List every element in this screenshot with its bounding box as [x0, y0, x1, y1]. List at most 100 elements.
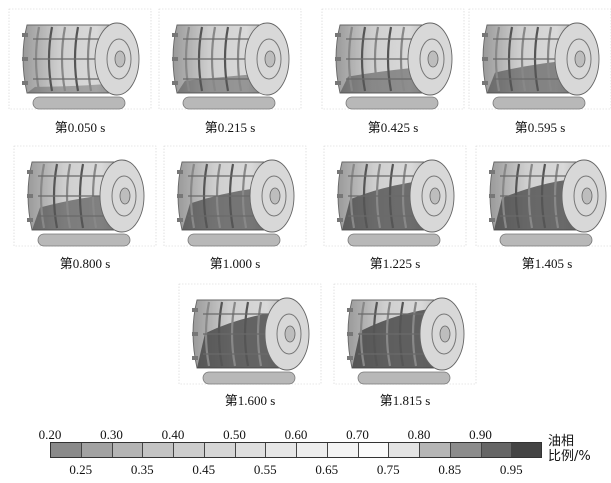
colorbar-title-line1: 油相	[548, 434, 575, 449]
side-notch	[27, 170, 33, 174]
side-notch	[172, 57, 178, 61]
side-notch	[27, 194, 33, 198]
time-label: 第0.595 s	[514, 120, 566, 135]
side-notch	[337, 218, 343, 222]
cylinder-base	[499, 233, 593, 247]
colorbar-segment	[265, 442, 296, 458]
colorbar-segment	[511, 442, 542, 458]
oil-cylinder-render	[178, 283, 322, 385]
colorbar-tick-top: 0.40	[161, 427, 185, 442]
colorbar-tick-top: 0.60	[284, 427, 308, 442]
end-cap-ring	[111, 175, 137, 217]
side-notch	[172, 81, 178, 85]
time-label: 第0.050 s	[54, 120, 106, 135]
time-label: 第0.215 s	[204, 120, 256, 135]
snapshot-panel: 第0.595 s	[465, 5, 611, 135]
colorbar-segment	[50, 442, 81, 458]
snapshot-panel: 第1.815 s	[330, 280, 480, 410]
end-cap-hub	[439, 325, 451, 343]
side-notch	[489, 194, 495, 198]
side-notch	[337, 194, 343, 198]
side-notch	[489, 170, 495, 174]
oil-cylinder-render	[13, 145, 157, 247]
end-cap-ring	[106, 38, 132, 80]
colorbar-title: 油相 比例/%	[548, 434, 591, 464]
oil-cylinder-render	[468, 8, 611, 110]
colorbar-tick-top: 0.70	[346, 427, 369, 442]
colorbar-tick-top: 0.80	[407, 427, 431, 442]
snapshot-panel: 第0.425 s	[318, 5, 468, 135]
snapshot-panel: 第1.600 s	[175, 280, 325, 410]
side-notch	[489, 218, 495, 222]
side-notch	[22, 81, 28, 85]
side-notch	[347, 308, 353, 312]
colorbar-segment	[449, 442, 481, 458]
snapshot-panel: 第1.225 s	[320, 142, 470, 272]
cylinder-base	[202, 371, 296, 385]
cylinder-base	[187, 233, 281, 247]
oil-cylinder-render	[323, 145, 467, 247]
snapshot-panel: 第0.215 s	[155, 5, 305, 135]
side-notch	[172, 33, 178, 37]
colorbar-segment	[296, 442, 327, 458]
end-cap-hub	[114, 50, 126, 68]
snapshot-panel: 第1.405 s	[472, 142, 611, 272]
cylinder-base	[345, 96, 439, 110]
end-cap-hub	[284, 325, 296, 343]
colorbar-segment	[142, 442, 173, 458]
colorbar-tick-top: 0.90	[469, 427, 492, 442]
side-notch	[347, 356, 353, 360]
side-notch	[482, 81, 488, 85]
colorbar	[50, 442, 542, 458]
colorbar-segment	[173, 442, 204, 458]
side-notch	[347, 332, 353, 336]
oil-cylinder-render	[158, 8, 302, 110]
colorbar-tick-top: 0.50	[223, 427, 246, 442]
colorbar-tick-bottom: 0.55	[253, 462, 277, 477]
cylinder-base	[357, 371, 451, 385]
colorbar-segment	[357, 442, 389, 458]
oil-cylinder-render	[8, 8, 152, 110]
end-cap-hub	[581, 187, 593, 205]
time-label: 第1.600 s	[224, 393, 276, 408]
colorbar-segment	[203, 442, 235, 458]
end-cap-ring	[421, 175, 447, 217]
side-notch	[335, 81, 341, 85]
colorbar-tick-bottom: 0.85	[438, 462, 462, 477]
colorbar-tick-bottom: 0.35	[130, 462, 154, 477]
colorbar-segment	[80, 442, 112, 458]
time-label: 第1.815 s	[379, 393, 431, 408]
colorbar-title-line2: 比例/%	[548, 449, 591, 464]
colorbar-tick-bottom: 0.45	[192, 462, 216, 477]
colorbar-tick-bottom: 0.25	[69, 462, 93, 477]
side-notch	[192, 308, 198, 312]
side-notch	[22, 33, 28, 37]
end-cap-ring	[276, 313, 302, 355]
snapshot-panel: 第1.000 s	[160, 142, 310, 272]
side-notch	[192, 356, 198, 360]
cylinder-base	[492, 96, 586, 110]
colorbar-segment	[419, 442, 450, 458]
time-label: 第0.800 s	[59, 256, 111, 271]
snapshot-panel: 第0.800 s	[10, 142, 160, 272]
time-label: 第1.405 s	[521, 256, 573, 271]
side-notch	[482, 57, 488, 61]
colorbar-segment	[234, 442, 266, 458]
end-cap-ring	[566, 38, 592, 80]
side-notch	[177, 218, 183, 222]
end-cap-hub	[429, 187, 441, 205]
colorbar-tick-top: 0.20	[38, 427, 62, 442]
end-cap-hub	[119, 187, 131, 205]
side-notch	[177, 170, 183, 174]
end-cap-hub	[574, 50, 586, 68]
side-notch	[22, 57, 28, 61]
cylinder-base	[182, 96, 276, 110]
end-cap-hub	[264, 50, 276, 68]
colorbar-segment	[480, 442, 512, 458]
time-label: 第1.225 s	[369, 256, 421, 271]
cylinder-base	[347, 233, 441, 247]
side-notch	[27, 218, 33, 222]
end-cap-ring	[431, 313, 457, 355]
cylinder-base	[37, 233, 131, 247]
cylinder-base	[32, 96, 126, 110]
